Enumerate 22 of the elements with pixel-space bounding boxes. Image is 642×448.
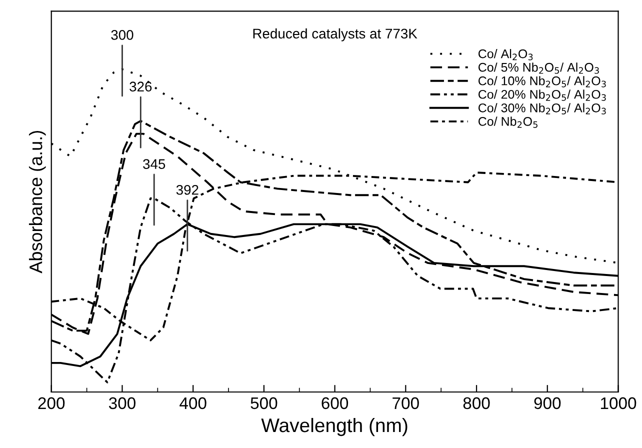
legend-label: Co/ 5% Nb$_{2}$O$_{5}$/ Al$_{2}$O$_{3}$	[478, 62, 599, 74]
x-tick-label: 1000	[600, 397, 636, 410]
legend-label: Co/ 30% Nb$_{2}$O$_{5}$/ Al$_{2}$O$_{3}$	[478, 103, 606, 114]
x-axis-title: Wavelength (nm)	[261, 418, 408, 436]
x-tick-label: 800	[463, 397, 490, 410]
x-tick-label: 300	[108, 397, 136, 410]
annotation: 300	[111, 30, 134, 40]
chart-title: Reduced catalysts at 773K	[253, 28, 418, 42]
annotation: 345	[143, 159, 166, 169]
x-tick-label: 500	[250, 397, 278, 410]
annotation: 392	[176, 184, 198, 195]
legend-label: Co/ 10% Nb$_{2}$O$_{5}$/ Al$_{2}$O$_{3}$	[478, 76, 606, 88]
annotation: 326	[130, 82, 152, 92]
x-tick-label: 600	[322, 397, 348, 410]
x-tick-label: 400	[180, 397, 206, 410]
x-tick-label: 200	[38, 397, 65, 410]
x-tick-label: 900	[534, 397, 561, 410]
y-axis-title: Absorbance (a.u.)	[28, 130, 46, 274]
legend-label: Co/ 20% Nb$_{2}$O$_{5}$/ Al$_{2}$O$_{3}$	[478, 90, 606, 101]
legend-label: Co/ Nb$_{2}$O$_{5}$	[478, 116, 538, 128]
legend-label: Co/ Al$_{2}$O$_{3}$	[478, 49, 533, 60]
x-tick-label: 700	[392, 397, 419, 410]
